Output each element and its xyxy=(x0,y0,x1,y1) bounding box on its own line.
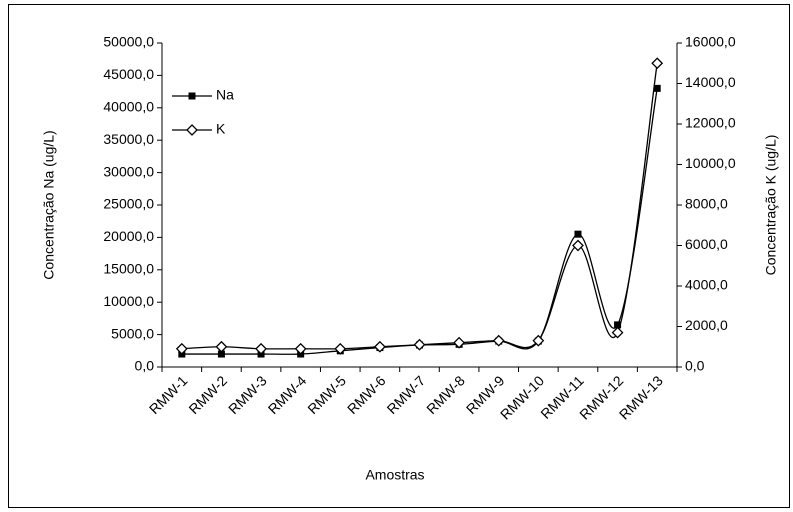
legend-marker xyxy=(188,92,196,100)
y2-tick-label: 8000,0 xyxy=(685,196,728,212)
y2-tick-label: 2000,0 xyxy=(685,317,728,333)
y2-tick-label: 14000,0 xyxy=(685,74,736,90)
data-point xyxy=(255,342,267,355)
y-tick-label: 0,0 xyxy=(135,358,155,374)
legend-marker xyxy=(186,124,198,136)
y2-axis-title: Concentração K (ug/L) xyxy=(763,135,779,276)
legend-label: Na xyxy=(216,87,234,103)
data-point xyxy=(653,84,661,92)
y-tick-label: 35000,0 xyxy=(103,131,154,147)
y2-tick-label: 12000,0 xyxy=(685,115,736,131)
data-point xyxy=(492,334,505,347)
data-point xyxy=(574,230,582,238)
data-point xyxy=(217,350,225,358)
y2-tick-label: 16000,0 xyxy=(685,34,736,50)
y-tick-label: 40000,0 xyxy=(103,99,154,115)
data-point xyxy=(611,326,624,339)
data-point xyxy=(413,338,426,351)
data-point xyxy=(532,334,545,347)
y-tick-label: 20000,0 xyxy=(103,228,154,244)
data-point xyxy=(453,336,466,349)
data-point xyxy=(334,342,347,355)
y2-tick-label: 6000,0 xyxy=(685,236,728,252)
y-tick-label: 30000,0 xyxy=(103,163,154,179)
y-axis-title: Concentração Na (ug/L) xyxy=(41,130,57,279)
data-point xyxy=(572,239,584,252)
y-tick-label: 25000,0 xyxy=(103,196,154,212)
x-axis-title: Amostras xyxy=(365,467,424,483)
y-tick-label: 50000,0 xyxy=(103,34,154,50)
y-tick-label: 10000,0 xyxy=(103,293,154,309)
y-tick-label: 45000,0 xyxy=(103,66,154,82)
data-point xyxy=(614,321,622,329)
data-point xyxy=(175,342,188,355)
data-point xyxy=(294,342,307,355)
data-point xyxy=(373,340,386,353)
y-tick-label: 5000,0 xyxy=(111,325,154,341)
y2-tick-label: 0,0 xyxy=(685,358,705,374)
legend-label: K xyxy=(216,121,226,137)
data-point xyxy=(651,57,664,70)
y2-tick-label: 10000,0 xyxy=(685,155,736,171)
y2-tick-label: 4000,0 xyxy=(685,277,728,293)
data-point xyxy=(215,340,228,353)
y-tick-label: 15000,0 xyxy=(103,261,154,277)
